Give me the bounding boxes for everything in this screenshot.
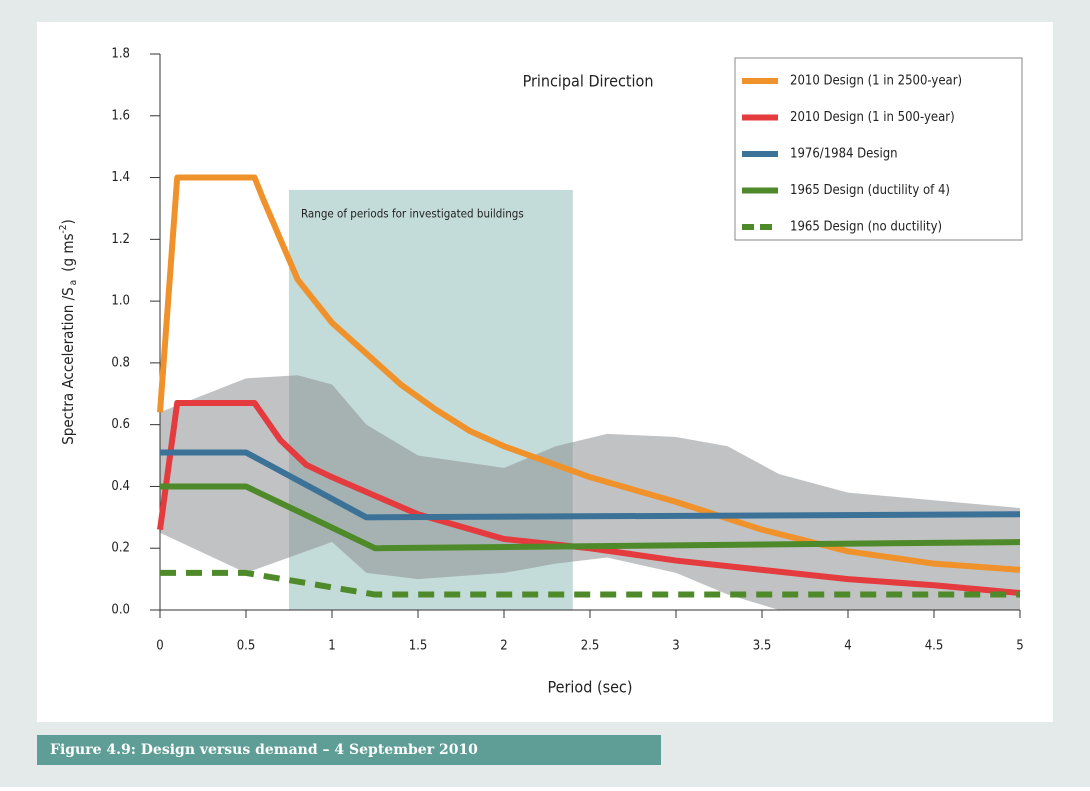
x-tick-label: 1.5 xyxy=(409,639,428,654)
y-axis-label-part: ) xyxy=(59,219,77,224)
x-tick-label: 2.5 xyxy=(581,639,600,654)
x-tick-label: 3.5 xyxy=(753,639,772,654)
legend-label: 2010 Design (1 in 2500-year) xyxy=(790,74,962,89)
legend-label: 1965 Design (no ductility) xyxy=(790,220,942,235)
caption-bar xyxy=(37,735,661,765)
y-tick-label: 0.6 xyxy=(111,417,130,432)
shaded-region-label: Range of periods for investigated buildi… xyxy=(301,206,524,220)
series-line xyxy=(160,483,1021,552)
x-tick-label: 1 xyxy=(328,639,335,654)
legend-box xyxy=(734,57,1023,241)
x-tick-label: 4 xyxy=(844,639,851,654)
x-tick-label: 3 xyxy=(672,639,679,654)
x-tick-label: 2 xyxy=(500,639,507,654)
y-tick-label: 0.2 xyxy=(111,541,130,556)
y-tick-label: 1.2 xyxy=(111,232,130,247)
envelope xyxy=(160,375,1020,610)
x-tick-label: 0.5 xyxy=(237,639,256,654)
x-tick-label: 4.5 xyxy=(925,639,944,654)
chart-title: Principal Direction xyxy=(523,72,654,91)
legend-label: 2010 Design (1 in 500-year) xyxy=(790,110,955,125)
y-tick-label: 1.4 xyxy=(111,170,130,185)
legend-label: 1965 Design (ductility of 4) xyxy=(790,183,950,198)
x-axis-label: Period (sec) xyxy=(548,678,633,697)
plot: Range of periods for investigated buildi… xyxy=(58,47,1024,697)
y-tick-label: 0.4 xyxy=(111,479,130,494)
y-tick-label: 1.8 xyxy=(111,47,130,62)
y-axis-label-part: Spectra Acceleration /S xyxy=(59,287,77,444)
y-axis-label: Spectra Acceleration /Sa (g ms-2) xyxy=(58,219,79,445)
series-line xyxy=(157,174,1021,573)
y-tick-label: 0.0 xyxy=(111,603,130,618)
x-tick-label: 0 xyxy=(156,639,163,654)
y-axis-label-part: (g ms xyxy=(59,233,77,271)
y-axis-label-part: a xyxy=(68,280,79,286)
y-tick-label: 0.8 xyxy=(111,355,130,370)
legend-label: 1976/1984 Design xyxy=(790,147,898,162)
y-tick-label: 1.0 xyxy=(111,294,130,309)
series-line xyxy=(157,400,1021,596)
series-line xyxy=(160,449,1021,521)
y-axis-label-part: -2 xyxy=(58,224,69,233)
y-tick-label: 1.6 xyxy=(111,108,130,123)
x-tick-label: 5 xyxy=(1016,639,1023,654)
caption: Figure 4.9: Design versus demand – 4 Sep… xyxy=(50,742,478,758)
